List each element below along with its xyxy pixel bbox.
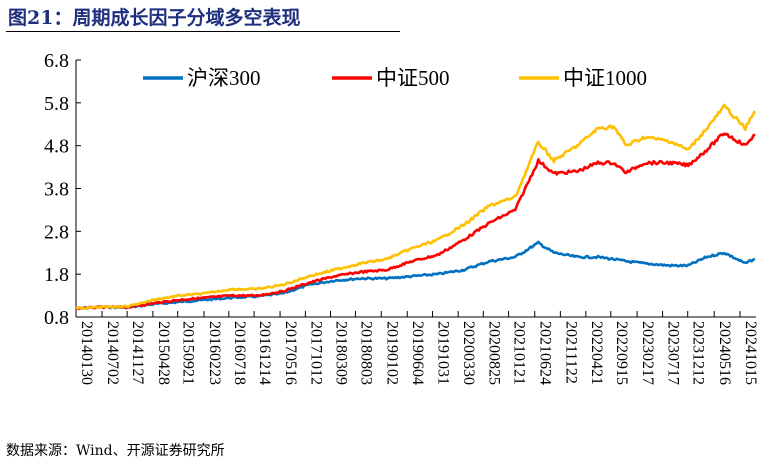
legend-item-2: 中证1000 xyxy=(519,66,647,90)
legend-item-0: 沪深300 xyxy=(143,66,261,90)
legend-label: 中证500 xyxy=(376,66,450,90)
y-tick-label: 4.8 xyxy=(44,136,69,158)
x-tick-label: 20241015 xyxy=(742,321,759,385)
y-tick-label: 3.8 xyxy=(44,179,69,201)
x-tick-label: 20141127 xyxy=(129,321,146,384)
x-tick-label: 20190102 xyxy=(383,321,400,385)
series-line-1 xyxy=(75,132,756,311)
y-tick-label: 0.8 xyxy=(44,307,69,329)
legend-label: 沪深300 xyxy=(187,66,261,90)
x-tick-label: 20170516 xyxy=(282,321,299,385)
y-tick-label: 6.8 xyxy=(44,50,69,72)
legend-label: 中证1000 xyxy=(563,66,647,90)
x-tick-label: 20200330 xyxy=(460,321,477,385)
x-tick-label: 20220421 xyxy=(588,321,605,385)
x-tick-label: 20150428 xyxy=(155,321,172,385)
x-tick-label: 20210624 xyxy=(537,321,554,385)
x-tick-label: 20211122 xyxy=(562,321,579,384)
x-tick-label: 20191031 xyxy=(435,321,452,385)
x-tick-label: 20140130 xyxy=(78,321,95,385)
x-tick-label: 20171012 xyxy=(307,321,324,385)
x-tick-label: 20150921 xyxy=(180,321,197,385)
x-tick-label: 20161214 xyxy=(256,321,273,385)
x-tick-label: 20160223 xyxy=(206,321,223,385)
x-tick-label: 20200825 xyxy=(485,321,502,385)
legend-item-1: 中证500 xyxy=(332,66,450,90)
title-rule xyxy=(6,31,400,32)
x-tick-label: 20231212 xyxy=(690,321,707,385)
figure-title: 图21：周期成长因子分域多空表现 xyxy=(8,7,301,29)
y-tick-label: 5.8 xyxy=(44,93,69,115)
x-tick-label: 20210121 xyxy=(511,321,528,385)
x-tick-label: 20180803 xyxy=(357,321,374,385)
x-tick-label: 20230217 xyxy=(639,321,656,385)
x-tick-label: 20140702 xyxy=(104,321,121,385)
x-tick-label: 20220915 xyxy=(613,321,630,385)
source-note: 数据来源：Wind、开源证券研究所 xyxy=(6,443,225,459)
x-tick-label: 20240516 xyxy=(716,321,733,385)
y-tick-label: 2.8 xyxy=(44,221,69,243)
series-line-0 xyxy=(76,240,756,310)
series-line-2 xyxy=(75,103,756,310)
y-tick-label: 1.8 xyxy=(44,264,69,286)
x-tick-label: 20190604 xyxy=(409,321,426,385)
x-tick-label: 20230717 xyxy=(665,321,682,385)
x-tick-label: 20160718 xyxy=(231,321,248,385)
x-tick-label: 20180309 xyxy=(332,321,349,385)
